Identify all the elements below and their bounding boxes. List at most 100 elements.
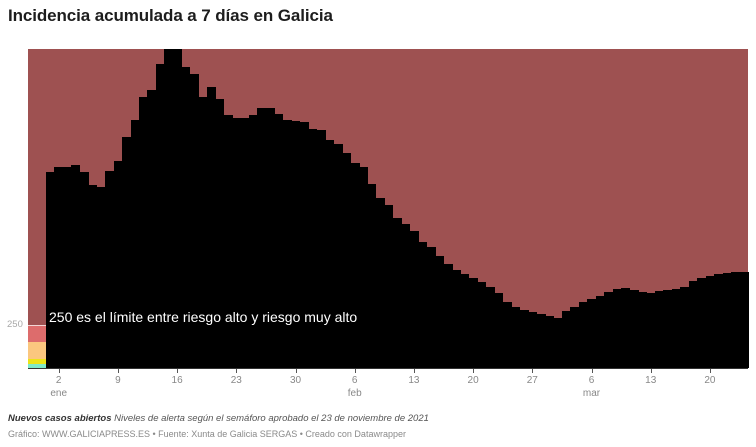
x-tick	[414, 369, 415, 373]
x-tick	[355, 369, 356, 373]
plot-area: 250 es el límite entre riesgo alto y rie…	[28, 49, 749, 368]
notes-bold: Nuevos casos abiertos	[8, 413, 112, 424]
bar	[570, 306, 580, 368]
bar	[147, 90, 157, 368]
bar	[435, 256, 445, 368]
x-tick-label: 20	[467, 375, 479, 386]
bar	[519, 310, 529, 368]
notes-text: Niveles de alerta según el semáforo apro…	[111, 413, 429, 424]
x-tick-label: 6	[588, 375, 595, 386]
bar	[638, 292, 648, 368]
x-tick-label: 13	[408, 375, 420, 386]
x-tick	[710, 369, 711, 373]
x-tick	[473, 369, 474, 373]
bar	[325, 139, 335, 368]
bar	[646, 293, 656, 368]
x-month-label: feb	[347, 388, 362, 399]
bar	[113, 161, 123, 368]
bar	[342, 153, 352, 368]
bar	[629, 290, 639, 368]
chart-notes: Nuevos casos abiertos Niveles de alerta …	[8, 413, 429, 424]
bar	[654, 290, 664, 368]
x-tick-label: 9	[115, 375, 121, 386]
chart-title: Incidencia acumulada a 7 días en Galicia	[8, 6, 333, 25]
chart-credit: Gráfico: WWW.GALICIAPRESS.ES • Fuente: X…	[8, 429, 406, 439]
bar	[172, 49, 182, 368]
x-month-label: mar	[582, 388, 601, 399]
bar	[680, 287, 690, 368]
bar	[561, 311, 571, 368]
bar	[477, 282, 487, 368]
bar	[511, 306, 521, 368]
bar	[282, 120, 292, 368]
x-tick	[59, 369, 60, 373]
x-tick-label: 6	[351, 375, 358, 386]
bar	[553, 317, 563, 368]
x-tick	[177, 369, 178, 373]
bar	[105, 171, 115, 368]
x-tick-label: 13	[645, 375, 657, 386]
bar	[274, 114, 284, 368]
bar	[502, 301, 512, 368]
y-label-250: 250	[7, 319, 23, 330]
bar-series	[46, 49, 749, 368]
bar	[223, 115, 233, 368]
x-tick	[532, 369, 533, 373]
x-tick	[296, 369, 297, 373]
x-tick-label: 16	[171, 375, 183, 386]
bar	[705, 276, 715, 368]
bar	[71, 165, 81, 368]
bar	[155, 64, 165, 368]
bar	[257, 108, 267, 368]
bar	[392, 218, 402, 368]
bar	[688, 280, 698, 368]
bar	[130, 120, 140, 368]
x-tick	[236, 369, 237, 373]
bar	[621, 288, 631, 368]
bar	[215, 99, 225, 368]
x-tick-label: 30	[289, 375, 302, 386]
x-tick-label: 27	[526, 375, 538, 386]
bar	[291, 121, 301, 368]
bar	[139, 96, 149, 368]
bar	[181, 67, 191, 368]
x-tick-label: 23	[230, 375, 242, 386]
bar	[248, 115, 259, 368]
bar	[443, 263, 453, 368]
bar	[468, 278, 478, 368]
bar	[189, 74, 199, 368]
bar	[122, 137, 132, 368]
threshold-annotation: 250 es el límite entre riesgo alto y rie…	[49, 309, 358, 325]
bar	[595, 295, 605, 368]
bar	[308, 128, 318, 368]
bar	[451, 269, 462, 368]
bar	[164, 49, 174, 368]
bar	[198, 96, 208, 368]
x-axis-line	[28, 368, 748, 369]
x-tick	[651, 369, 652, 373]
bar	[232, 117, 242, 368]
bar	[46, 171, 56, 368]
bar	[375, 198, 385, 368]
bar	[663, 290, 673, 368]
bar	[409, 230, 419, 368]
bar	[731, 272, 741, 368]
bar	[62, 166, 72, 368]
x-tick-label: 20	[704, 375, 716, 386]
x-tick	[592, 369, 593, 373]
bar	[604, 292, 614, 368]
bar	[587, 299, 597, 368]
bar	[739, 272, 749, 368]
bar	[206, 87, 216, 368]
bar	[79, 171, 89, 368]
bar	[401, 224, 411, 368]
bar	[54, 166, 64, 368]
x-tick	[118, 369, 119, 373]
bar	[426, 246, 436, 368]
bar	[485, 287, 495, 368]
bar	[612, 289, 622, 368]
bar	[350, 163, 360, 368]
x-tick-label: 2	[55, 375, 62, 386]
x-month-label: ene	[50, 388, 68, 399]
bar	[384, 204, 394, 368]
